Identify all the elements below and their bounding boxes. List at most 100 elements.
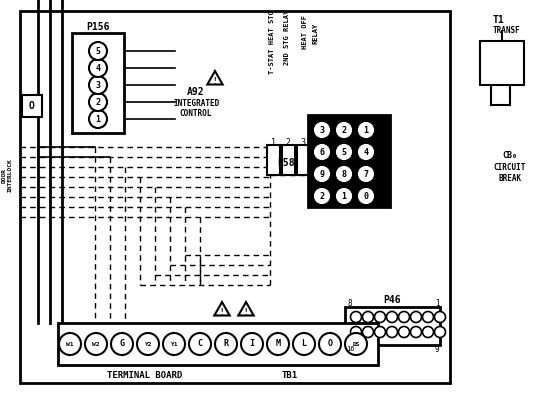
Text: !: !	[213, 77, 217, 86]
Bar	[282, 145, 295, 175]
Circle shape	[358, 145, 373, 160]
Text: TB1: TB1	[282, 371, 298, 380]
Text: !: !	[244, 308, 248, 317]
Bar	[345, 307, 440, 345]
Text: 1: 1	[435, 299, 439, 307]
Circle shape	[215, 333, 237, 355]
Circle shape	[423, 312, 433, 322]
Circle shape	[334, 164, 354, 184]
Bar	[58, 323, 378, 365]
Circle shape	[85, 333, 107, 355]
Circle shape	[336, 145, 351, 160]
Text: 1: 1	[363, 126, 368, 135]
Circle shape	[358, 188, 373, 203]
Text: T1: T1	[492, 15, 504, 25]
Text: 16: 16	[346, 346, 354, 352]
Bar	[308, 115, 390, 207]
Text: M: M	[275, 339, 280, 348]
Bar	[20, 11, 450, 383]
Polygon shape	[238, 302, 254, 316]
Circle shape	[423, 327, 433, 337]
Text: 2: 2	[341, 126, 346, 135]
Circle shape	[387, 327, 398, 337]
Circle shape	[89, 110, 107, 128]
Text: CB₀: CB₀	[502, 150, 517, 160]
Circle shape	[315, 145, 330, 160]
Text: P58: P58	[277, 158, 295, 168]
Text: W2: W2	[93, 342, 100, 346]
Circle shape	[334, 186, 354, 206]
Text: 7: 7	[363, 169, 368, 179]
Circle shape	[411, 312, 422, 322]
Circle shape	[356, 186, 376, 206]
Circle shape	[358, 122, 373, 137]
Circle shape	[362, 327, 373, 337]
Text: O: O	[29, 101, 35, 111]
Circle shape	[137, 333, 159, 355]
Circle shape	[358, 167, 373, 181]
Text: 2: 2	[95, 98, 100, 107]
Text: A92: A92	[187, 87, 205, 97]
Circle shape	[89, 93, 107, 111]
Circle shape	[312, 164, 332, 184]
Circle shape	[356, 120, 376, 140]
Text: Y2: Y2	[144, 342, 152, 346]
Text: 2ND STG RELAY: 2ND STG RELAY	[284, 10, 290, 65]
Text: R: R	[223, 339, 228, 348]
Text: P156: P156	[86, 22, 110, 32]
Text: 4: 4	[363, 147, 368, 156]
Text: 6: 6	[320, 147, 325, 156]
Bar	[22, 95, 42, 117]
Circle shape	[312, 120, 332, 140]
Text: CONTROL: CONTROL	[180, 109, 212, 117]
Circle shape	[336, 122, 351, 137]
Circle shape	[312, 186, 332, 206]
Text: P46: P46	[383, 295, 401, 305]
Circle shape	[362, 312, 373, 322]
Bar	[267, 145, 280, 175]
Circle shape	[375, 312, 386, 322]
Circle shape	[111, 333, 133, 355]
Text: HEAT OFF: HEAT OFF	[302, 15, 308, 49]
Circle shape	[411, 327, 422, 337]
Circle shape	[315, 167, 330, 181]
Circle shape	[356, 164, 376, 184]
Text: O: O	[327, 339, 332, 348]
Circle shape	[315, 188, 330, 203]
Circle shape	[375, 327, 386, 337]
Circle shape	[351, 327, 362, 337]
Text: L: L	[301, 339, 306, 348]
Text: Y1: Y1	[170, 342, 178, 346]
Circle shape	[267, 333, 289, 355]
Circle shape	[89, 42, 107, 60]
Text: 8: 8	[341, 169, 346, 179]
Text: DS: DS	[352, 342, 360, 346]
Text: TRANSF: TRANSF	[492, 26, 520, 34]
Text: 5: 5	[95, 47, 100, 56]
Circle shape	[89, 59, 107, 77]
Text: 4: 4	[95, 64, 100, 73]
Circle shape	[241, 333, 263, 355]
Text: 3: 3	[320, 126, 325, 135]
Circle shape	[334, 120, 354, 140]
Bar	[297, 145, 310, 175]
Polygon shape	[214, 302, 230, 316]
Circle shape	[351, 312, 362, 322]
Circle shape	[315, 122, 330, 137]
Circle shape	[163, 333, 185, 355]
Text: 1: 1	[95, 115, 100, 124]
Circle shape	[387, 312, 398, 322]
Text: 3: 3	[95, 81, 100, 90]
Text: I: I	[249, 339, 254, 348]
Text: G: G	[120, 339, 125, 348]
Circle shape	[334, 142, 354, 162]
Text: 1: 1	[270, 137, 275, 147]
Circle shape	[336, 188, 351, 203]
Circle shape	[356, 142, 376, 162]
Text: 5: 5	[341, 147, 346, 156]
Circle shape	[336, 167, 351, 181]
Circle shape	[345, 333, 367, 355]
Bar	[312, 145, 325, 175]
Text: TERMINAL BOARD: TERMINAL BOARD	[107, 371, 183, 380]
Circle shape	[434, 312, 445, 322]
